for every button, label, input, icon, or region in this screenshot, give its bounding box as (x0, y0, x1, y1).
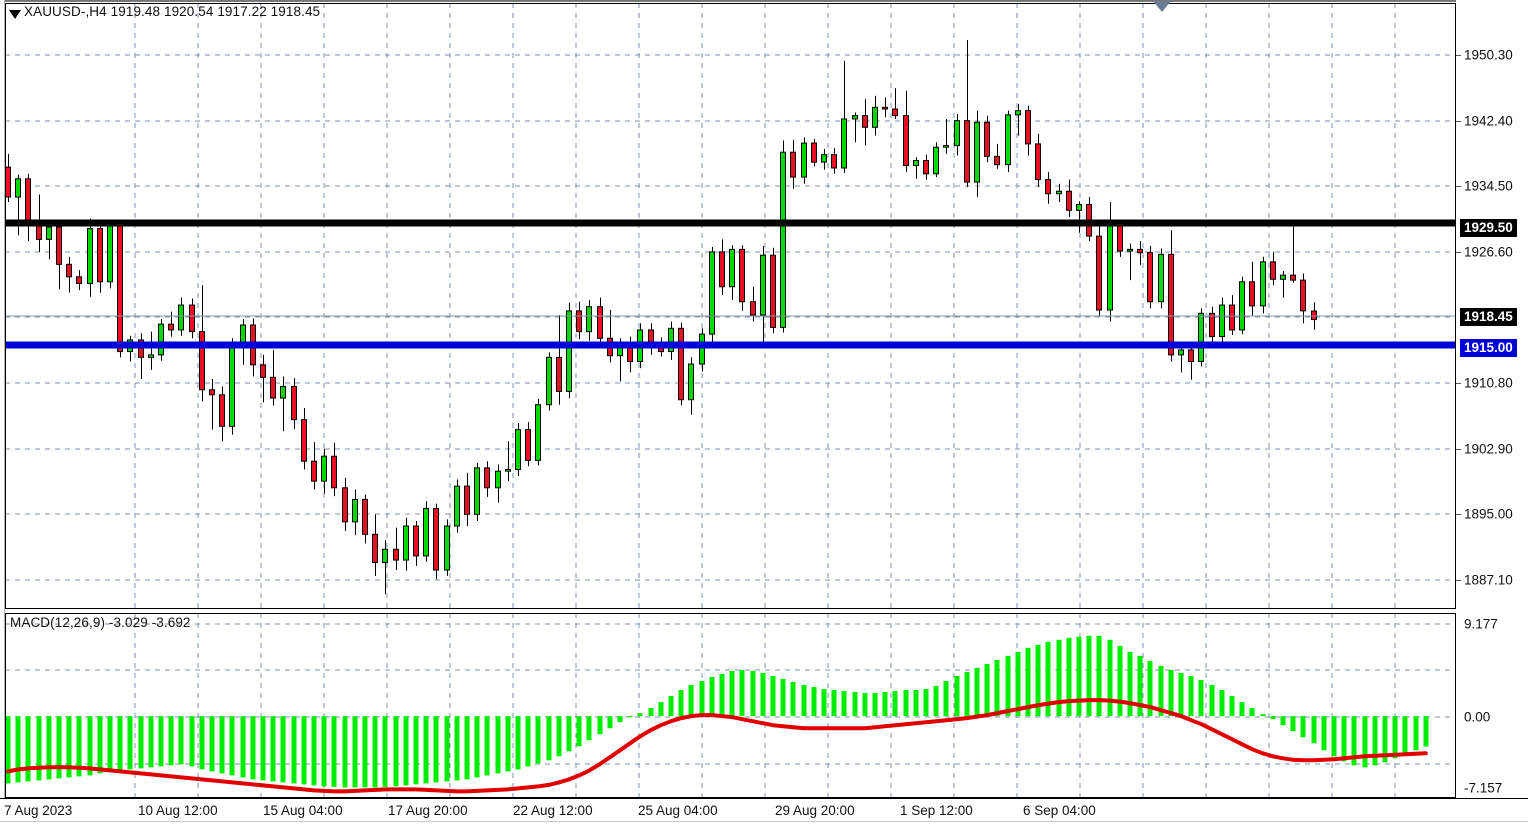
time-axis-rule (0, 798, 1528, 799)
time-axis-tick-label: 15 Aug 04:00 (263, 803, 343, 818)
price-axis-tick-label: 1942.40 (1464, 113, 1513, 129)
macd-axis-tick-label: 9.177 (1464, 616, 1498, 632)
triangle-down-icon[interactable] (7, 7, 23, 21)
price-chart-panel[interactable] (5, 3, 1456, 609)
price-axis-tick (1456, 383, 1461, 384)
time-axis-tick-label: 29 Aug 20:00 (775, 803, 855, 818)
price-axis-tick-label: 1902.90 (1464, 441, 1513, 457)
window-top-border (0, 0, 1528, 2)
macd-panel-header: MACD(12,26,9) -3.029 -3.692 (10, 615, 191, 630)
time-axis-tick-label: 17 Aug 20:00 (388, 803, 468, 818)
triangle-down-marker-icon (1153, 1, 1171, 12)
price-axis-tick (1456, 449, 1461, 450)
macd-chart-canvas (5, 613, 1456, 798)
macd-axis-tick-label: -7.157 (1464, 780, 1503, 796)
price-axis-tick-label: 1895.00 (1464, 506, 1513, 522)
price-axis-support-badge[interactable]: 1915.00 (1460, 339, 1517, 357)
macd-chart-panel[interactable] (5, 613, 1456, 798)
price-axis-tick (1456, 580, 1461, 581)
price-axis-level-badge[interactable]: 1929.50 (1460, 219, 1517, 237)
price-panel-header: XAUUSD-,H4 1919.48 1920.54 1917.22 1918.… (24, 4, 321, 19)
time-axis-tick-label: 10 Aug 12:00 (138, 803, 218, 818)
macd-axis-tick-label: 0.00 (1464, 709, 1491, 725)
price-axis-tick-label: 1910.80 (1464, 375, 1513, 391)
price-axis-tick (1456, 186, 1461, 187)
price-axis-tick-label: 1887.10 (1464, 572, 1513, 588)
price-axis-tick (1456, 121, 1461, 122)
price-chart-canvas (5, 3, 1456, 609)
time-axis-tick-label: 22 Aug 12:00 (513, 803, 593, 818)
price-axis-tick-label: 1934.50 (1464, 178, 1513, 194)
time-axis-tick-label: 7 Aug 2023 (4, 803, 73, 818)
price-axis-tick-label: 1926.60 (1464, 244, 1513, 260)
price-axis-tick (1456, 252, 1461, 253)
time-axis-tick-label: 1 Sep 12:00 (900, 803, 973, 818)
time-axis-tick-label: 25 Aug 04:00 (638, 803, 718, 818)
price-axis-column[interactable]: 1950.30 1942.40 1934.50 1929.50 1926.60 1918.… (1456, 0, 1528, 825)
window-bottom-border (0, 821, 1528, 822)
time-axis-tick-label: 6 Sep 04:00 (1023, 803, 1096, 818)
left-margin-bar (0, 0, 5, 798)
price-axis-level-badge[interactable]: 1918.45 (1460, 308, 1517, 326)
price-axis-tick-label: 1950.30 (1464, 47, 1513, 63)
price-axis-tick (1456, 514, 1461, 515)
price-axis-tick (1456, 55, 1461, 56)
